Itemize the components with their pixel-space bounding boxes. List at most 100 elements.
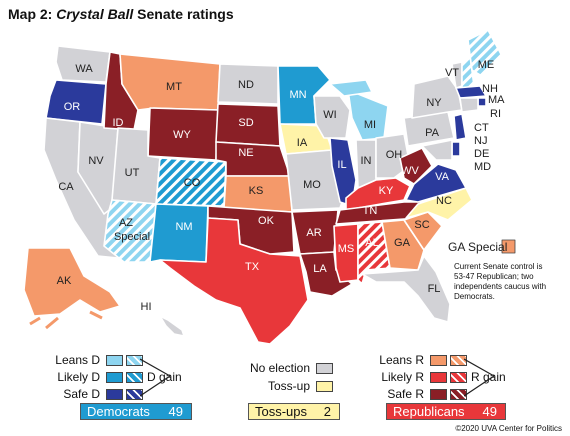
state-va	[405, 163, 467, 203]
state-tx	[159, 217, 309, 345]
senate-control-note: Current Senate control is 53-47 Republic…	[454, 262, 546, 302]
legend-likely-r-label: Likely R	[381, 370, 424, 384]
label-mt: MT	[166, 81, 182, 93]
legend-no-election: No election	[244, 360, 333, 376]
label-ar: AR	[306, 227, 321, 239]
state-md	[421, 139, 453, 161]
state-wv	[399, 147, 433, 185]
label-sd: SD	[238, 117, 253, 129]
ga-special-label: GA Special	[448, 240, 507, 254]
label-fl: FL	[428, 283, 441, 295]
label-ia: IA	[297, 137, 308, 149]
state-ak-chain	[29, 310, 103, 330]
republicans-label: Republicans	[393, 404, 465, 419]
legend-likely-d: Likely D D gain	[38, 369, 182, 385]
label-sc: SC	[414, 219, 429, 231]
label-or: OR	[64, 101, 81, 113]
safe-r-swatch	[430, 388, 447, 400]
label-ca: CA	[58, 181, 74, 193]
label-il: IL	[337, 159, 346, 171]
ga-special-swatch	[501, 239, 516, 254]
label-nv: NV	[88, 155, 104, 167]
state-ct	[459, 97, 479, 113]
no-election-label: No election	[249, 361, 310, 375]
title-suffix: Senate ratings	[133, 6, 234, 22]
label-az-special: Special	[114, 231, 150, 243]
label-mo: MO	[303, 179, 321, 191]
label-tn: TN	[363, 205, 378, 217]
label-al: AL	[365, 237, 378, 249]
state-ak	[23, 247, 121, 317]
credit-line: ©2020 UVA Center for Politics	[455, 424, 562, 433]
state-wi	[313, 95, 351, 139]
label-hi: HI	[141, 301, 152, 313]
label-mi: MI	[364, 119, 376, 131]
label-ok: OK	[258, 215, 275, 227]
label-ma: MA	[488, 94, 505, 106]
tossups-count: 2	[323, 404, 331, 419]
label-az: AZ	[119, 217, 133, 229]
state-hi	[159, 315, 185, 337]
state-ma	[455, 85, 487, 99]
likely-r-gain-swatch	[450, 371, 467, 383]
label-la: LA	[313, 263, 327, 275]
legend-leans-r: Leans R	[368, 352, 467, 368]
state-fl	[361, 255, 451, 323]
state-ri	[477, 97, 487, 107]
state-me	[467, 29, 503, 77]
label-ne: NE	[238, 147, 253, 159]
state-ms	[333, 223, 359, 283]
note-line: independents caucus with	[454, 282, 547, 291]
state-nj	[453, 113, 467, 141]
republicans-count: 49	[482, 404, 497, 419]
label-ak: AK	[57, 275, 72, 287]
democrats-total-bar: Democrats 49	[80, 403, 192, 420]
label-vt: VT	[445, 67, 459, 79]
toss-up-label: Toss-up	[267, 379, 310, 393]
title-prefix: Map 2:	[8, 6, 57, 22]
note-line: 53-47 Republican; two	[454, 272, 534, 281]
label-me: ME	[478, 59, 495, 71]
democrats-count: 49	[168, 404, 183, 419]
label-wa: WA	[75, 63, 93, 75]
state-la	[299, 251, 353, 297]
no-election-swatch	[316, 362, 333, 374]
toss-up-swatch	[316, 380, 333, 392]
title-italic: Crystal Ball	[56, 6, 134, 22]
d-gain-label: D gain	[147, 370, 182, 384]
republicans-total-bar: Republicans 49	[386, 403, 506, 420]
legend-safe-d-label: Safe D	[63, 387, 100, 401]
state-ga	[381, 219, 425, 271]
leans-d-swatch	[106, 354, 123, 366]
legend-safe-r-label: Safe R	[387, 387, 424, 401]
r-gain-label: R gain	[471, 370, 506, 384]
leans-r-swatch	[430, 354, 447, 366]
democrats-label: Democrats	[87, 404, 150, 419]
label-nj: NJ	[474, 135, 487, 147]
state-wa	[55, 45, 111, 83]
label-ms: MS	[338, 243, 355, 255]
label-mn: MN	[289, 89, 306, 101]
label-ct: CT	[474, 122, 489, 134]
d-gain-bracket-icon	[140, 358, 171, 397]
label-ks: KS	[249, 185, 264, 197]
label-nc: NC	[436, 195, 452, 207]
label-va: VA	[435, 171, 450, 183]
label-nm: NM	[175, 221, 192, 233]
label-co: CO	[184, 177, 201, 189]
label-oh: OH	[386, 149, 403, 161]
label-ky: KY	[379, 185, 394, 197]
label-ga: GA	[394, 237, 411, 249]
label-wi: WI	[323, 109, 336, 121]
label-ny: NY	[426, 97, 442, 109]
legend-safe-r: Safe R	[368, 386, 467, 402]
label-nd: ND	[238, 79, 254, 91]
r-gain-bracket-icon	[464, 358, 495, 397]
label-tx: TX	[245, 261, 260, 273]
legend-safe-d: Safe D	[38, 386, 143, 402]
likely-d-swatch	[106, 371, 123, 383]
label-nh: NH	[482, 83, 498, 95]
likely-d-gain-swatch	[126, 371, 143, 383]
legend-toss-up: Toss-up	[244, 378, 333, 394]
